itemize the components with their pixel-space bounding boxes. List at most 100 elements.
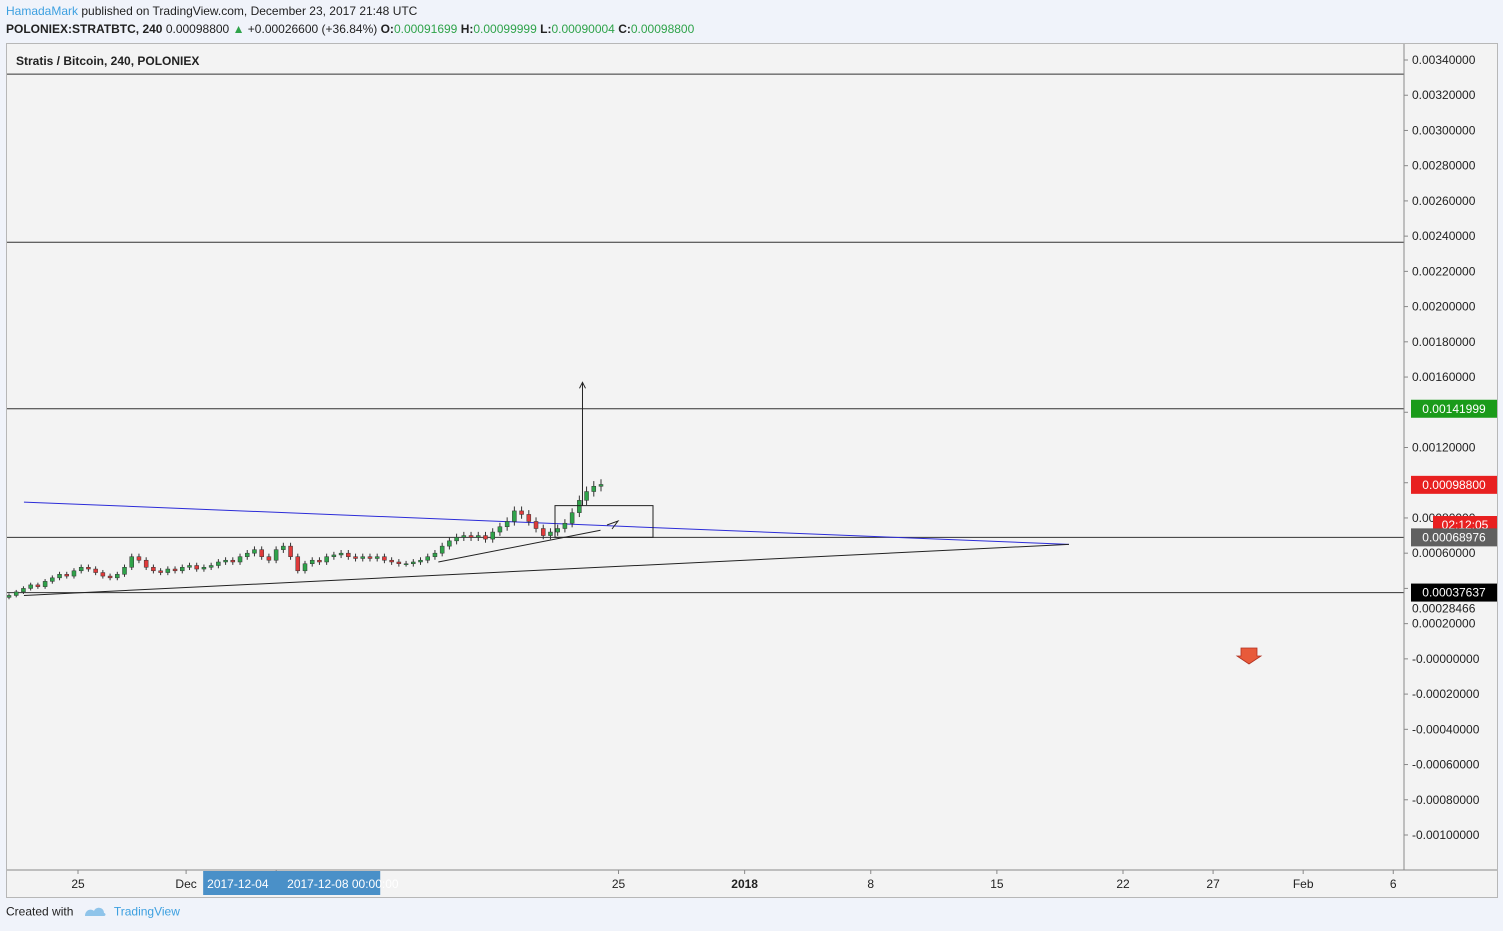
chart-panel[interactable]: 0.00340000 0.00320000 0.00300000 0.00280000… <box>6 43 1498 898</box>
x-axis-range-highlight <box>203 871 381 895</box>
candle <box>266 556 272 561</box>
candle <box>288 545 293 557</box>
candle <box>309 559 315 565</box>
y-tick-label: 0.00160000 <box>1412 370 1476 384</box>
candle <box>172 568 178 572</box>
candle <box>548 531 553 536</box>
range-box-drawing[interactable] <box>554 505 654 538</box>
candle <box>591 486 597 492</box>
candle <box>216 561 221 566</box>
candle <box>115 574 120 579</box>
candle <box>497 526 503 533</box>
y-tick-label: 0.00320000 <box>1412 88 1476 102</box>
y-tick-label: 0.00120000 <box>1412 441 1476 455</box>
price-change: +0.00026600 (+36.84%) <box>247 22 378 36</box>
price-badge <box>1411 583 1497 602</box>
y-tick-label: -0.00040000 <box>1412 722 1480 736</box>
candle <box>346 552 351 557</box>
price-badge <box>1411 528 1497 547</box>
y-tick-label: -0.00000000 <box>1412 652 1480 666</box>
x-tick-label: 6 <box>1390 877 1397 891</box>
candle <box>569 512 575 524</box>
blue-trend-line[interactable] <box>23 501 1069 545</box>
tradingview-logo-icon <box>83 904 107 921</box>
x-tick-label: 15 <box>990 877 1004 891</box>
up-triangle-icon: ▲ <box>232 22 245 36</box>
candle <box>64 574 70 577</box>
x-tick-label: 25 <box>612 877 626 891</box>
candle <box>158 570 163 573</box>
candle <box>295 556 301 572</box>
x-tick-label: 25 <box>71 877 85 891</box>
candle <box>447 540 452 547</box>
candle <box>223 559 228 563</box>
range-start-label: 2017-12-04 <box>207 877 269 891</box>
sell-signal-arrow-icon[interactable] <box>1235 647 1263 665</box>
price-badge-label: 0.00068976 <box>1422 530 1486 544</box>
candle <box>584 491 589 501</box>
author-link[interactable]: HamadaMark <box>6 4 79 18</box>
y-tick-label: 0.00180000 <box>1412 335 1476 349</box>
candle <box>143 559 149 568</box>
high-label: H: <box>460 22 474 36</box>
candle <box>468 535 474 538</box>
x-tick-label: Dec <box>175 877 196 891</box>
price-chart[interactable]: 0.00340000 0.00320000 0.00300000 0.00280000… <box>7 44 1497 897</box>
candle <box>57 574 62 579</box>
candle <box>382 556 387 561</box>
y-tick-label: 0.00060000 <box>1412 546 1476 560</box>
candle <box>259 549 264 557</box>
candle <box>454 537 459 542</box>
tradingview-link[interactable]: TradingView <box>113 904 180 919</box>
y-tick-label: -0.00100000 <box>1412 828 1480 842</box>
candle <box>93 568 98 573</box>
high-value: 0.00099999 <box>473 22 537 36</box>
candle <box>252 549 257 554</box>
candle <box>194 565 199 570</box>
black-trend-line[interactable] <box>23 543 1069 596</box>
candle <box>331 554 337 557</box>
candle <box>86 567 91 570</box>
candle <box>533 521 539 529</box>
candle <box>50 577 55 582</box>
candle <box>360 556 366 559</box>
last-price: 0.00098800 <box>165 22 230 36</box>
symbol-label: POLONIEX:STRATBTC, 240 <box>6 22 163 36</box>
candle <box>526 514 532 522</box>
y-tick-label: -0.00080000 <box>1412 793 1480 807</box>
price-badge-label: 0.00141999 <box>1422 402 1486 416</box>
range-end-label: 2017-12-08 00:00:00 <box>287 877 399 891</box>
candle <box>165 568 171 573</box>
black-trend-line[interactable] <box>438 529 601 563</box>
candle <box>244 552 250 557</box>
open-value: 0.00091699 <box>393 22 458 36</box>
candle <box>425 556 430 561</box>
y-tick-label: 0.00200000 <box>1412 300 1476 314</box>
y-tick-label: 0.00340000 <box>1412 53 1476 67</box>
y-tick-label: -0.00020000 <box>1412 687 1480 701</box>
candle <box>122 567 127 575</box>
candle <box>187 565 192 568</box>
symbol-quote-line: POLONIEX:STRATBTC, 240 0.00098800 ▲ +0.0… <box>6 22 694 36</box>
low-label: L: <box>540 22 552 36</box>
candle <box>281 545 286 550</box>
candle <box>432 552 438 557</box>
candle <box>555 528 560 533</box>
candle <box>439 545 445 554</box>
y-tick-label: 0.00260000 <box>1412 194 1476 208</box>
publish-info: HamadaMark published on TradingView.com,… <box>6 4 417 18</box>
price-badge <box>1411 399 1497 418</box>
candle <box>21 588 26 593</box>
y-tick-label: 0.00220000 <box>1412 264 1476 278</box>
candle <box>136 556 142 561</box>
candle <box>273 549 279 561</box>
candle <box>598 484 604 487</box>
y-tick-label: 0.00300000 <box>1412 123 1476 137</box>
candle <box>562 522 568 529</box>
publish-text: published on TradingView.com, December 2… <box>81 4 418 18</box>
candle <box>71 570 77 577</box>
candle <box>411 561 416 565</box>
price-label: 0.00028466 <box>1412 602 1476 616</box>
candle <box>512 510 517 522</box>
candle <box>577 500 582 513</box>
